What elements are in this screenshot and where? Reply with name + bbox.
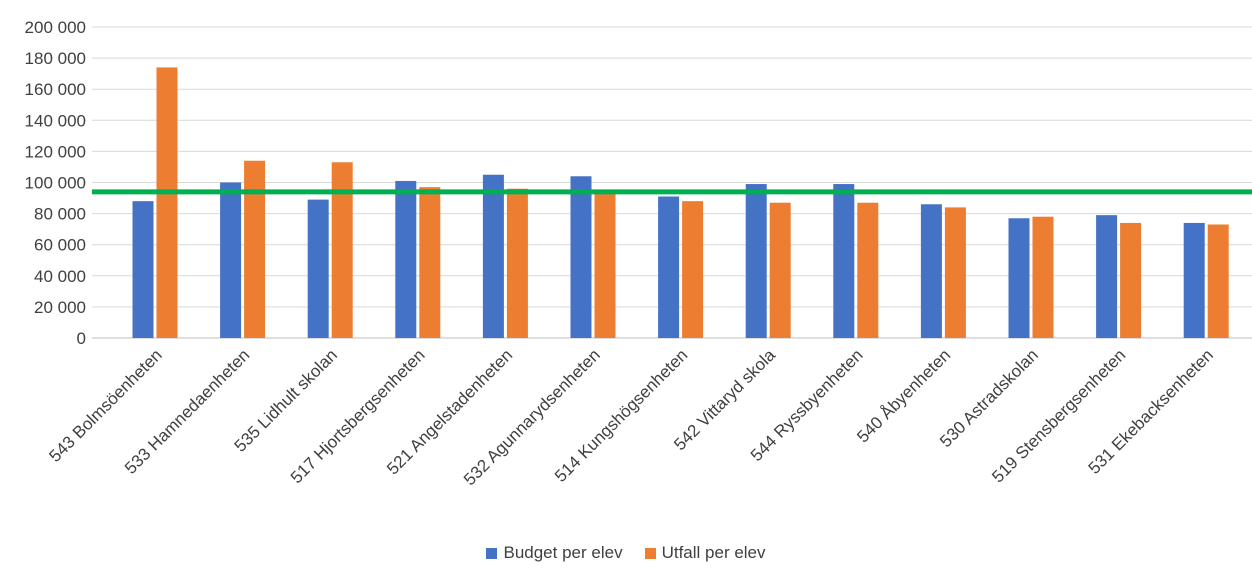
- bar-utfall: [1120, 222, 1142, 338]
- y-tick-label: 180 000: [25, 49, 86, 68]
- bar-utfall: [506, 188, 528, 338]
- bar-utfall: [156, 67, 178, 339]
- legend-label-budget: Budget per elev: [503, 543, 623, 562]
- y-tick-label: 100 000: [25, 174, 86, 193]
- bar-budget: [745, 184, 767, 338]
- y-tick-label: 20 000: [34, 298, 86, 317]
- bar-budget: [395, 180, 417, 338]
- bar-utfall: [682, 201, 704, 338]
- legend-item-utfall: Utfall per elev: [644, 543, 766, 563]
- y-tick-label: 120 000: [25, 142, 86, 161]
- bar-budget: [482, 174, 504, 338]
- y-axis-tick-labels: 0 20 000 40 000 60 000 80 000 100 000 120 000 1…: [25, 18, 86, 348]
- y-tick-label: 0: [77, 329, 86, 348]
- legend: Budget per elev Utfall per elev: [0, 543, 1252, 563]
- y-tick-label: 160 000: [25, 80, 86, 99]
- legend-swatch-utfall: [644, 547, 656, 559]
- bar-budget: [570, 176, 592, 338]
- bar-budget: [658, 196, 680, 338]
- y-tick-label: 60 000: [34, 236, 86, 255]
- y-tick-label: 40 000: [34, 267, 86, 286]
- bar-budget: [307, 199, 329, 338]
- y-tick-label: 200 000: [25, 18, 86, 37]
- bar-utfall: [331, 162, 353, 338]
- bar-utfall: [419, 187, 441, 338]
- y-tick-label: 140 000: [25, 111, 86, 130]
- bars: [132, 67, 1229, 339]
- bar-utfall: [594, 191, 616, 338]
- bar-utfall: [857, 202, 879, 338]
- bar-utfall: [769, 202, 791, 338]
- bar-utfall: [1032, 216, 1054, 338]
- bar-budget: [833, 184, 855, 338]
- bar-budget: [132, 201, 154, 338]
- bar-utfall: [944, 207, 966, 338]
- x-tick-label: 540 Åbyenheten: [853, 345, 954, 446]
- bar-budget: [1008, 218, 1030, 338]
- bar-utfall: [244, 160, 266, 338]
- legend-swatch-budget: [486, 547, 498, 559]
- legend-label-utfall: Utfall per elev: [661, 543, 766, 562]
- bar-budget: [1183, 222, 1205, 338]
- y-tick-label: 80 000: [34, 205, 86, 224]
- bar-budget: [920, 204, 942, 338]
- bar-budget: [1096, 215, 1118, 338]
- bar-budget: [220, 182, 242, 338]
- legend-item-budget: Budget per elev: [486, 543, 623, 563]
- bar-utfall: [1207, 224, 1229, 338]
